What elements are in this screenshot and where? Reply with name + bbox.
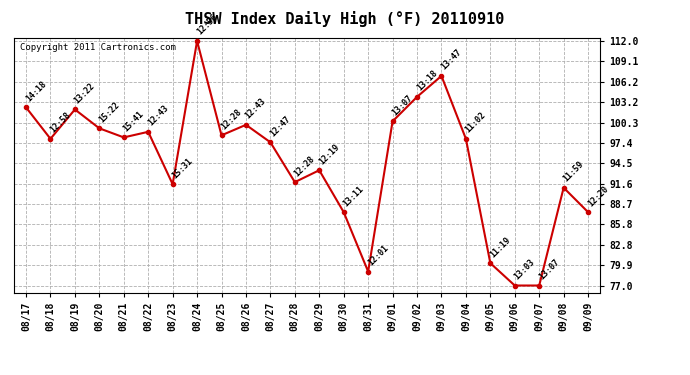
Text: 12:20: 12:20 [586,184,610,208]
Text: 11:19: 11:19 [488,235,512,259]
Text: 12:19: 12:19 [317,142,341,166]
Text: 13:11: 13:11 [342,184,366,208]
Text: 12:01: 12:01 [366,243,390,267]
Text: 13:22: 13:22 [72,81,97,105]
Text: 12:28: 12:28 [219,107,244,131]
Text: 11:02: 11:02 [464,111,488,135]
Text: 12:47: 12:47 [268,114,293,138]
Text: 15:22: 15:22 [97,100,121,124]
Text: 12:58: 12:58 [48,111,72,135]
Text: THSW Index Daily High (°F) 20110910: THSW Index Daily High (°F) 20110910 [186,11,504,27]
Text: 12:43: 12:43 [146,104,170,128]
Text: 15:41: 15:41 [121,109,146,133]
Text: 11:59: 11:59 [562,159,586,183]
Text: 12:56: 12:56 [195,13,219,37]
Text: Copyright 2011 Cartronics.com: Copyright 2011 Cartronics.com [19,43,175,52]
Text: 13:03: 13:03 [513,257,537,281]
Text: 13:07: 13:07 [391,93,415,117]
Text: 14:18: 14:18 [24,79,48,103]
Text: 15:31: 15:31 [170,156,195,180]
Text: 13:47: 13:47 [440,48,463,72]
Text: 12:43: 12:43 [244,97,268,121]
Text: 13:07: 13:07 [537,257,561,281]
Text: 13:18: 13:18 [415,69,439,93]
Text: 12:28: 12:28 [293,154,317,178]
